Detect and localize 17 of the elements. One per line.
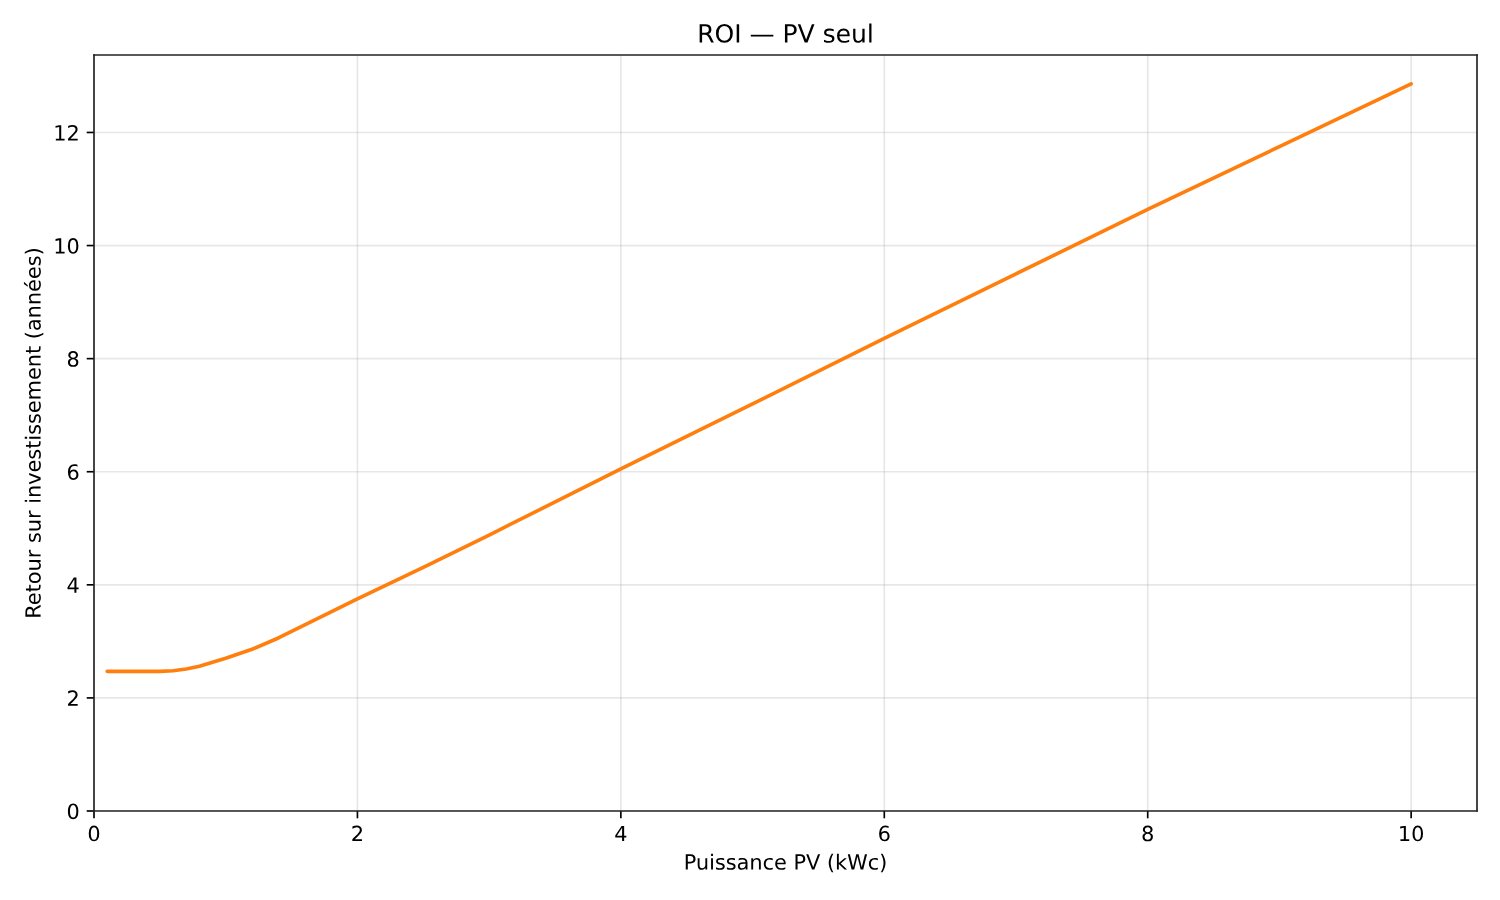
x-tick-label: 2 <box>352 825 362 842</box>
y-tick-label: 6 <box>67 464 79 480</box>
x-axis-title: Puissance PV (kWc) <box>685 853 886 873</box>
y-tick-label: 8 <box>67 351 79 367</box>
y-tick-label: 0 <box>67 803 79 820</box>
y-tick-label: 10 <box>55 238 79 254</box>
y-tick-label: 12 <box>55 124 78 141</box>
y-tick-label: 2 <box>68 690 78 706</box>
x-tick-label: 0 <box>88 825 100 842</box>
y-tick-label: 4 <box>67 577 79 593</box>
x-tick-label: 8 <box>1142 825 1153 842</box>
x-tick-label: 4 <box>615 825 627 842</box>
y-axis-title: Retour sur investissement (années) <box>23 249 44 617</box>
x-tick-label: 10 <box>1400 825 1424 842</box>
chart-title: ROI — PV seul <box>699 23 872 43</box>
line-series <box>105 82 1413 674</box>
x-tick-label: 6 <box>879 825 890 842</box>
